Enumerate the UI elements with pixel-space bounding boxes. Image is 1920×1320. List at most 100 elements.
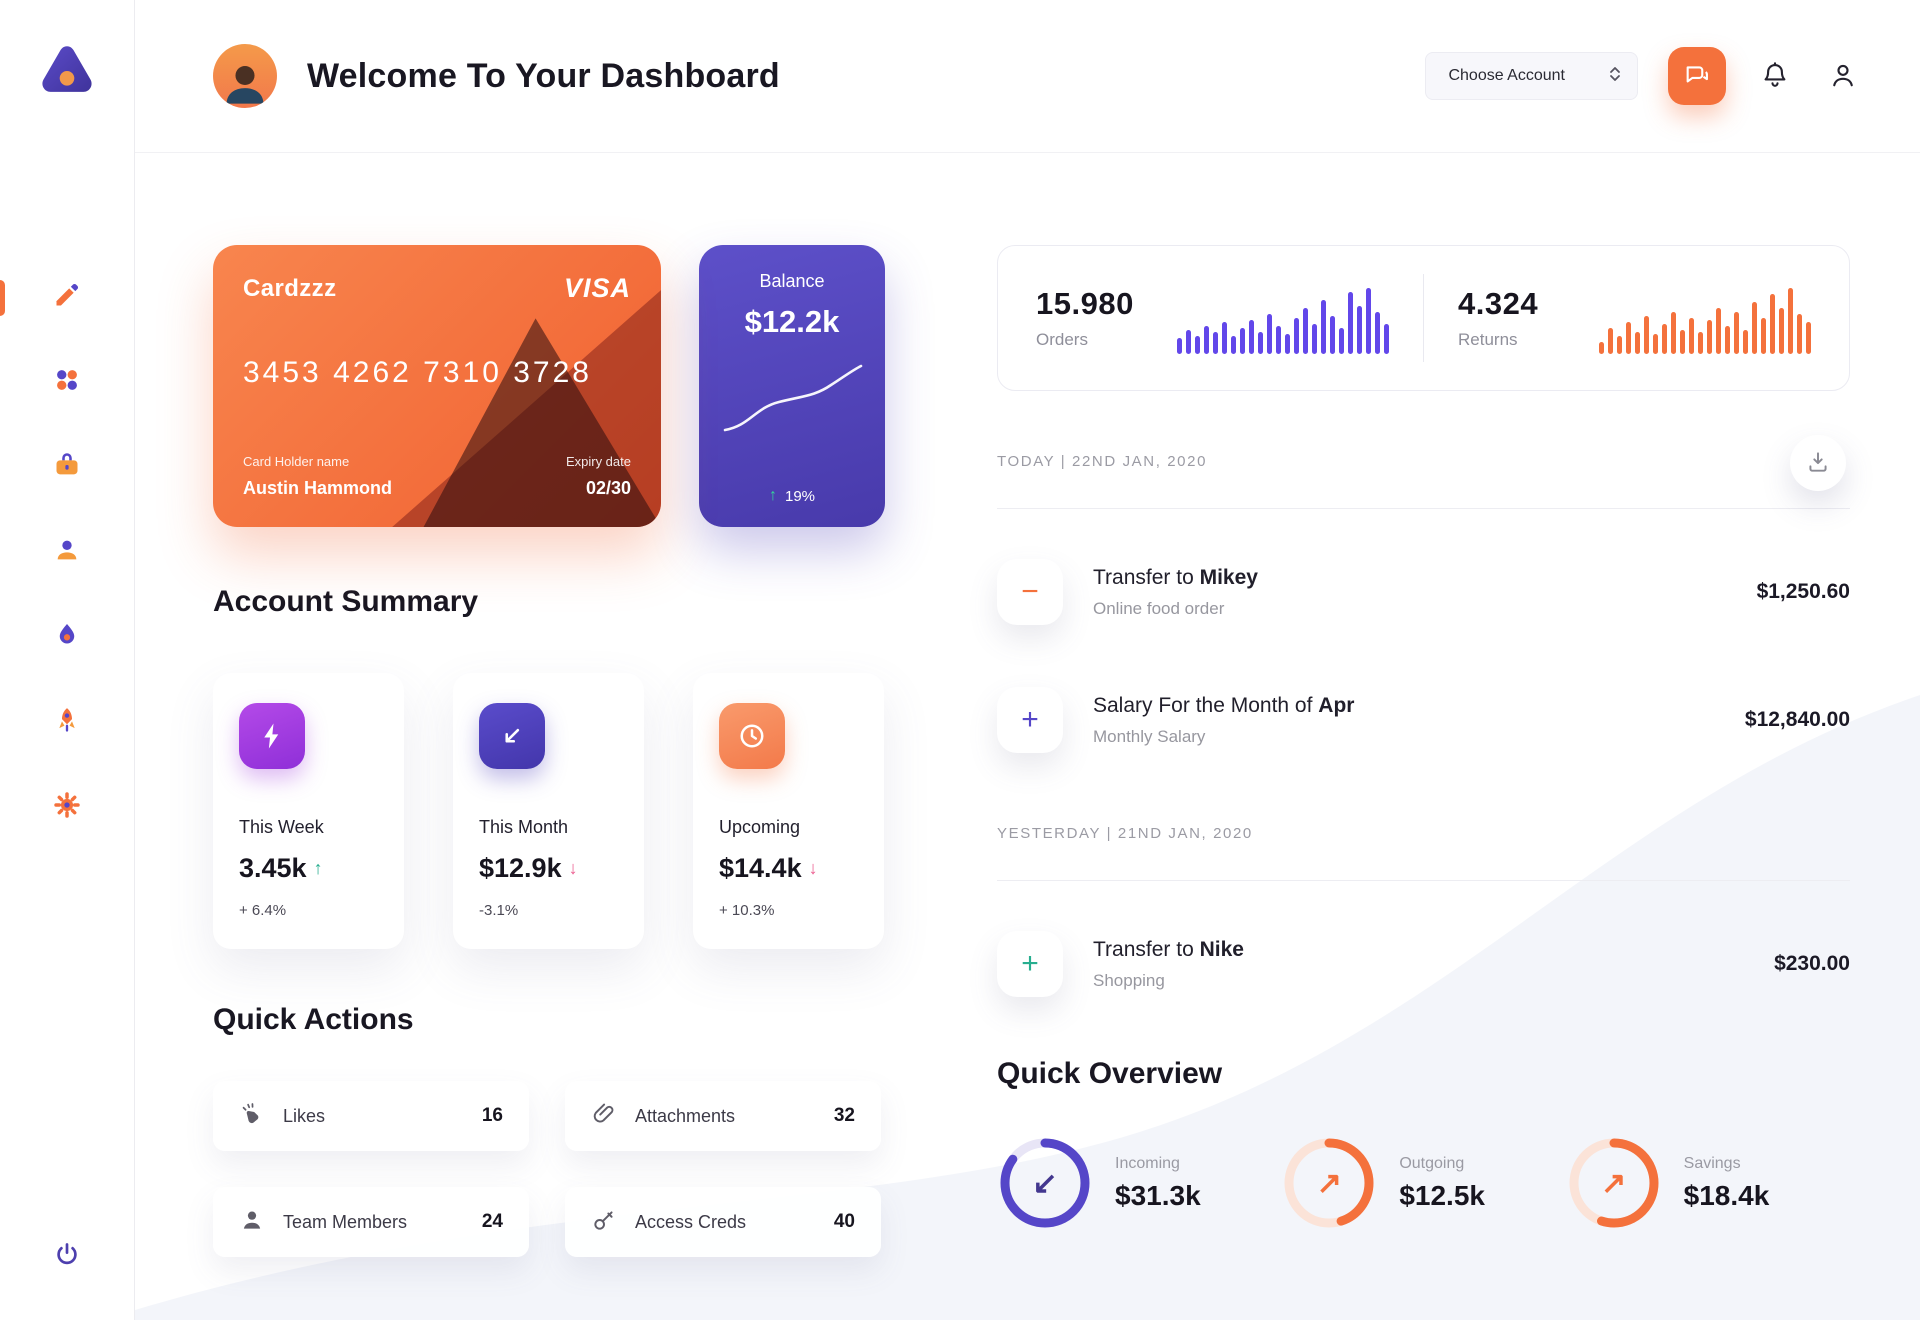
orders-stat: 15.980 Orders: [1036, 282, 1389, 354]
messages-button[interactable]: [1668, 47, 1726, 105]
grid-dots-icon: [53, 366, 81, 399]
summary-change: + 6.4%: [239, 902, 287, 919]
rocket-icon: [53, 706, 81, 739]
clap-icon: [239, 1101, 265, 1132]
quick-action-likes[interactable]: Likes 16: [213, 1081, 529, 1151]
sidebar-item-power[interactable]: [0, 1241, 135, 1274]
card-expiry-label: Expiry date: [565, 454, 631, 469]
balance-line-chart: [723, 364, 863, 432]
overview-incoming: ↙ Incoming $31.3k: [997, 1135, 1281, 1231]
people-icon: [53, 536, 81, 569]
quick-overview-row: ↙ Incoming $31.3k: [997, 1135, 1850, 1231]
choose-account-select[interactable]: Choose Account: [1425, 52, 1638, 100]
transaction-chip: −: [997, 559, 1063, 625]
stats-divider: [1423, 274, 1424, 362]
summary-label: This Month: [479, 817, 569, 837]
quick-action-count: 40: [833, 1211, 855, 1232]
credit-card: Cardzzz VISA 3453 4262 7310 3728 Card Ho…: [213, 245, 661, 527]
summary-value: $14.4k: [719, 853, 802, 883]
transaction-row-nike[interactable]: + Transfer to Nike Shopping $230.00: [997, 931, 1850, 997]
balance-change: ↑ 19%: [769, 487, 815, 505]
plus-icon: +: [1021, 703, 1039, 736]
overview-value: $31.3k: [1115, 1179, 1201, 1211]
returns-value: 4.324: [1458, 286, 1539, 321]
account-summary-title: Account Summary: [213, 585, 479, 618]
orders-returns-card: 15.980 Orders 4.324 Returns: [997, 245, 1850, 391]
summary-label: This Week: [239, 817, 324, 837]
trend-down-icon: ↓: [568, 858, 578, 878]
quick-action-attachments[interactable]: Attachments 32: [565, 1081, 881, 1151]
triangle-logo-icon: [32, 46, 102, 110]
orders-bar-chart: [1177, 282, 1389, 354]
transaction-amount: $1,250.60: [1756, 580, 1850, 603]
quick-actions-grid: Likes 16 Attachments 32: [213, 1081, 885, 1257]
content: Cardzzz VISA 3453 4262 7310 3728 Card Ho…: [135, 153, 1920, 1320]
main-area: Welcome To Your Dashboard Choose Account: [135, 0, 1920, 1320]
person-outline-icon: [1828, 60, 1858, 93]
transaction-row-salary[interactable]: + Salary For the Month of Apr Monthly Sa…: [997, 687, 1850, 753]
overview-label: Savings: [1683, 1154, 1741, 1172]
sidebar-item-work[interactable]: [0, 451, 135, 484]
balance-label: Balance: [759, 271, 825, 291]
summary-change: -3.1%: [479, 902, 519, 919]
yesterday-date-label: YESTERDAY | 21ND JAN, 2020: [997, 825, 1253, 842]
sidebar-item-launch[interactable]: [0, 706, 135, 739]
sidebar-item-dashboard[interactable]: [0, 366, 135, 399]
quick-action-count: 16: [481, 1105, 503, 1126]
left-column: Cardzzz VISA 3453 4262 7310 3728 Card Ho…: [213, 245, 885, 1320]
transaction-title: Transfer to: [1093, 937, 1200, 961]
user-avatar[interactable]: [213, 44, 277, 108]
card-holder-block: Card Holder name Austin Hammond: [243, 454, 392, 499]
trend-up-icon: ↑: [313, 858, 323, 878]
outgoing-arrow-icon: ↗: [1316, 1166, 1342, 1200]
transaction-row-mikey[interactable]: − Transfer to Mikey Online food order $1…: [997, 559, 1850, 625]
quick-overview-title: Quick Overview: [997, 1057, 1223, 1090]
sidebar-item-activity[interactable]: [0, 621, 135, 654]
power-icon: [53, 1241, 81, 1274]
account-summary-section: Account Summary This Week 3.45k ↑ + 6.: [213, 585, 885, 949]
sidebar-item-edit[interactable]: [0, 281, 135, 314]
today-date-label: TODAY | 22ND JAN, 2020: [997, 453, 1208, 470]
quick-action-count: 24: [481, 1211, 503, 1232]
overview-label: Incoming: [1115, 1154, 1180, 1172]
today-date-row: TODAY | 22ND JAN, 2020: [997, 435, 1850, 509]
minus-icon: −: [1021, 575, 1039, 608]
overview-outgoing: ↗ Outgoing $12.5k: [1281, 1135, 1565, 1231]
transaction-chip: +: [997, 687, 1063, 753]
notifications-button[interactable]: [1756, 56, 1794, 97]
app-logo[interactable]: [32, 36, 102, 111]
quick-actions-section: Quick Actions Likes 16: [213, 1003, 885, 1257]
visa-logo: VISA: [563, 273, 631, 303]
sidebar: [0, 0, 135, 1320]
profile-button[interactable]: [1824, 56, 1862, 97]
card-name: Cardzzz: [243, 274, 337, 302]
overview-savings: ↗ Savings $18.4k: [1566, 1135, 1850, 1231]
person-icon: [239, 1207, 265, 1238]
download-icon: [1805, 449, 1831, 478]
sidebar-item-users[interactable]: [0, 536, 135, 569]
quick-action-label: Likes: [283, 1105, 326, 1126]
flame-drop-icon: [53, 621, 81, 654]
balance-card: Balance $12.2k ↑ 19%: [699, 245, 885, 527]
card-number: 3453 4262 7310 3728: [243, 356, 592, 389]
transaction-title-bold: Mikey: [1199, 565, 1258, 589]
savings-arrow-icon: ↗: [1601, 1166, 1627, 1200]
sidebar-item-settings[interactable]: [0, 791, 135, 824]
orders-value: 15.980: [1036, 286, 1134, 321]
transaction-title-bold: Apr: [1318, 693, 1355, 717]
balance-value: $12.2k: [744, 304, 840, 339]
summary-card-this-month: This Month $12.9k ↓ -3.1%: [453, 673, 644, 949]
chat-bubble-icon: [1683, 61, 1711, 92]
quick-action-team-members[interactable]: Team Members 24: [213, 1187, 529, 1257]
card-expiry-block: Expiry date 02/30: [566, 454, 631, 499]
transaction-subtitle: Monthly Salary: [1093, 726, 1206, 746]
header: Welcome To Your Dashboard Choose Account: [135, 0, 1920, 153]
orders-label: Orders: [1036, 330, 1088, 349]
quick-overview-section: Quick Overview ↙ Incoming: [997, 1057, 1850, 1231]
trend-arrow-icon: [479, 703, 545, 769]
chevron-updown-icon: [1609, 65, 1621, 88]
quick-action-access-creds[interactable]: Access Creds 40: [565, 1187, 881, 1257]
download-button[interactable]: [1790, 435, 1846, 491]
overview-label: Outgoing: [1399, 1154, 1465, 1172]
card-expiry-date: 02/30: [585, 478, 631, 498]
